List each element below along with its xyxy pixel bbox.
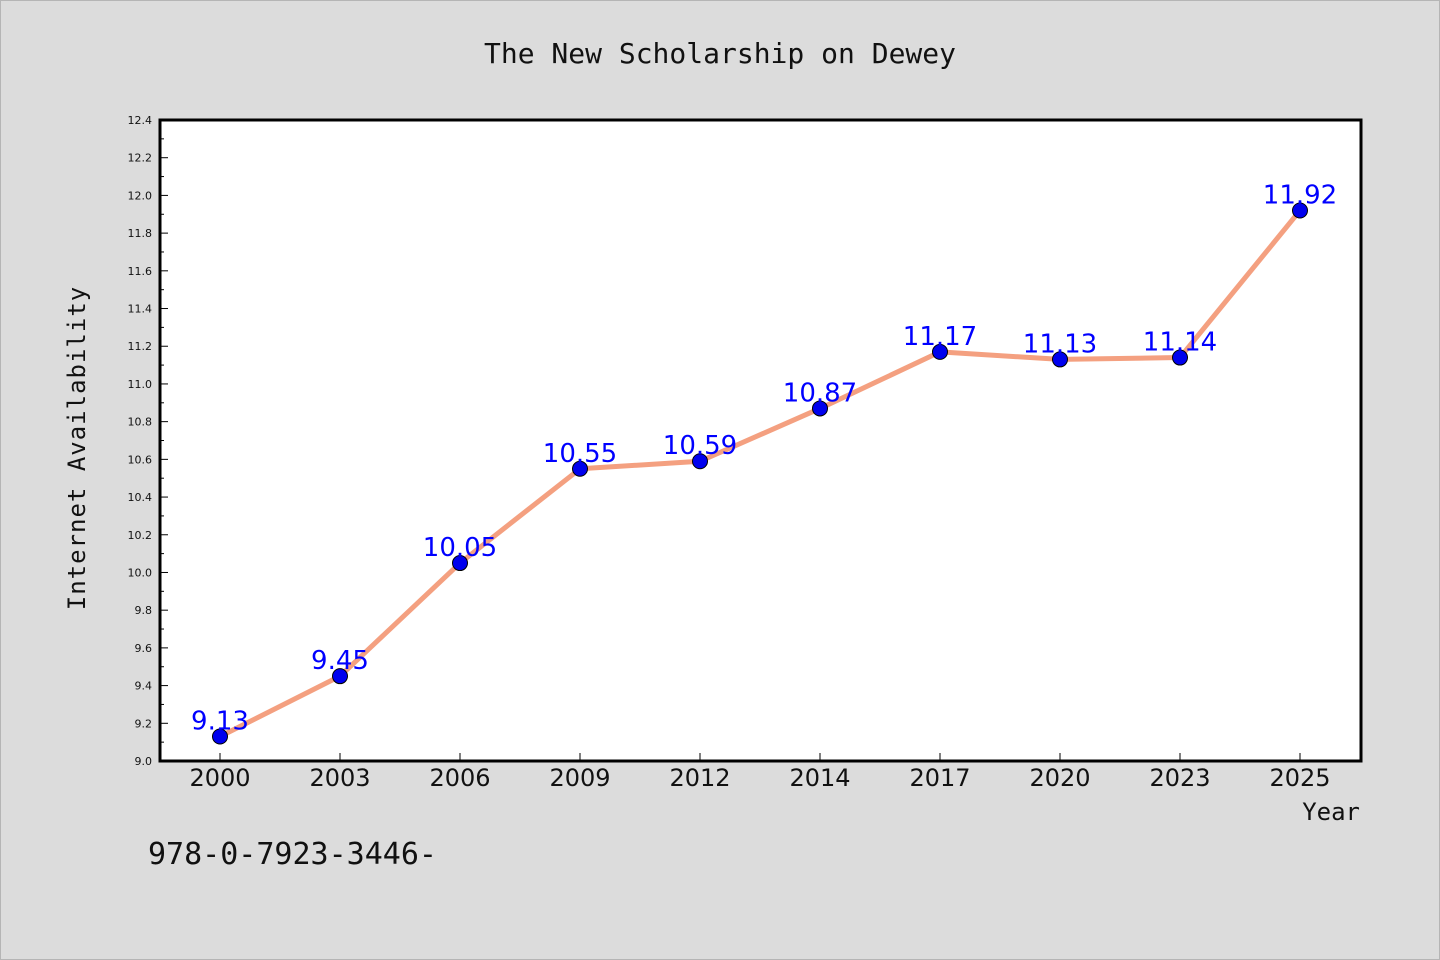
y-tick-label: 10.0 xyxy=(128,566,153,579)
data-label: 10.87 xyxy=(783,378,857,408)
x-tick-label: 2003 xyxy=(309,764,370,792)
series-line xyxy=(217,207,1303,739)
chart-title: The New Scholarship on Dewey xyxy=(484,37,956,70)
data-label: 11.17 xyxy=(903,322,977,352)
x-axis: 2000 2003 2006 2009 2012 2014 2017 2020 2023 2025 xyxy=(189,753,1331,792)
y-tick-label: 12.0 xyxy=(128,189,153,202)
y-tick-label: 10.8 xyxy=(128,416,153,429)
y-tick-label: 9.8 xyxy=(135,604,153,617)
y-tick-label: 9.6 xyxy=(135,642,153,655)
data-label: 10.59 xyxy=(663,431,737,461)
y-tick-label: 10.4 xyxy=(128,491,153,504)
data-label: 9.13 xyxy=(191,706,249,736)
data-point xyxy=(692,453,708,470)
x-tick-label: 2009 xyxy=(549,764,610,792)
x-tick-label: 2012 xyxy=(669,764,730,792)
x-tick-label: 2017 xyxy=(909,764,970,792)
data-label: 9.45 xyxy=(311,646,369,676)
x-tick-label: 2025 xyxy=(1269,764,1330,792)
y-tick-label: 10.6 xyxy=(128,453,153,466)
y-tick-label: 11.8 xyxy=(128,227,153,240)
x-tick-label: 2006 xyxy=(429,764,490,792)
y-axis: 9.0 9.2 9.4 9.6 9.8 10.0 10.2 10.4 10.6 10.8 11.0 1… xyxy=(128,114,168,768)
data-label: 11.92 xyxy=(1263,180,1337,210)
y-tick-label: 10.2 xyxy=(128,529,153,542)
data-point xyxy=(1292,202,1308,219)
data-point xyxy=(1172,349,1188,366)
y-tick-label: 11.0 xyxy=(128,378,153,391)
data-point xyxy=(932,343,948,360)
x-axis-label: Year xyxy=(1302,798,1360,826)
series-markers xyxy=(212,202,1308,745)
x-tick-label: 2000 xyxy=(189,764,250,792)
y-tick-label: 9.2 xyxy=(135,717,153,730)
x-tick-label: 2020 xyxy=(1029,764,1090,792)
data-point xyxy=(1052,351,1068,368)
y-axis-label: Internet Availability xyxy=(63,286,91,610)
data-point xyxy=(452,555,468,572)
data-point xyxy=(812,400,828,417)
data-label: 10.05 xyxy=(423,533,497,563)
data-label: 10.55 xyxy=(543,439,617,469)
y-tick-label: 11.4 xyxy=(128,303,153,316)
data-labels: 9.13 9.45 10.05 10.55 10.59 10.87 11.17 11.13 11… xyxy=(191,180,1337,736)
data-point xyxy=(332,668,348,685)
data-point xyxy=(572,460,588,477)
data-label: 11.13 xyxy=(1023,329,1097,359)
y-tick-label: 9.4 xyxy=(135,680,153,693)
y-tick-label: 9.0 xyxy=(135,755,153,768)
y-tick-label: 12.2 xyxy=(128,152,153,165)
y-tick-label: 12.4 xyxy=(128,114,153,127)
x-tick-label: 2014 xyxy=(789,764,850,792)
data-point xyxy=(212,728,228,745)
data-label: 11.14 xyxy=(1143,328,1217,358)
y-tick-label: 11.6 xyxy=(128,265,153,278)
x-tick-label: 2023 xyxy=(1149,764,1210,792)
footer-isbn-text: 978-0-7923-3446- xyxy=(148,837,437,872)
y-tick-label: 11.2 xyxy=(128,340,153,353)
